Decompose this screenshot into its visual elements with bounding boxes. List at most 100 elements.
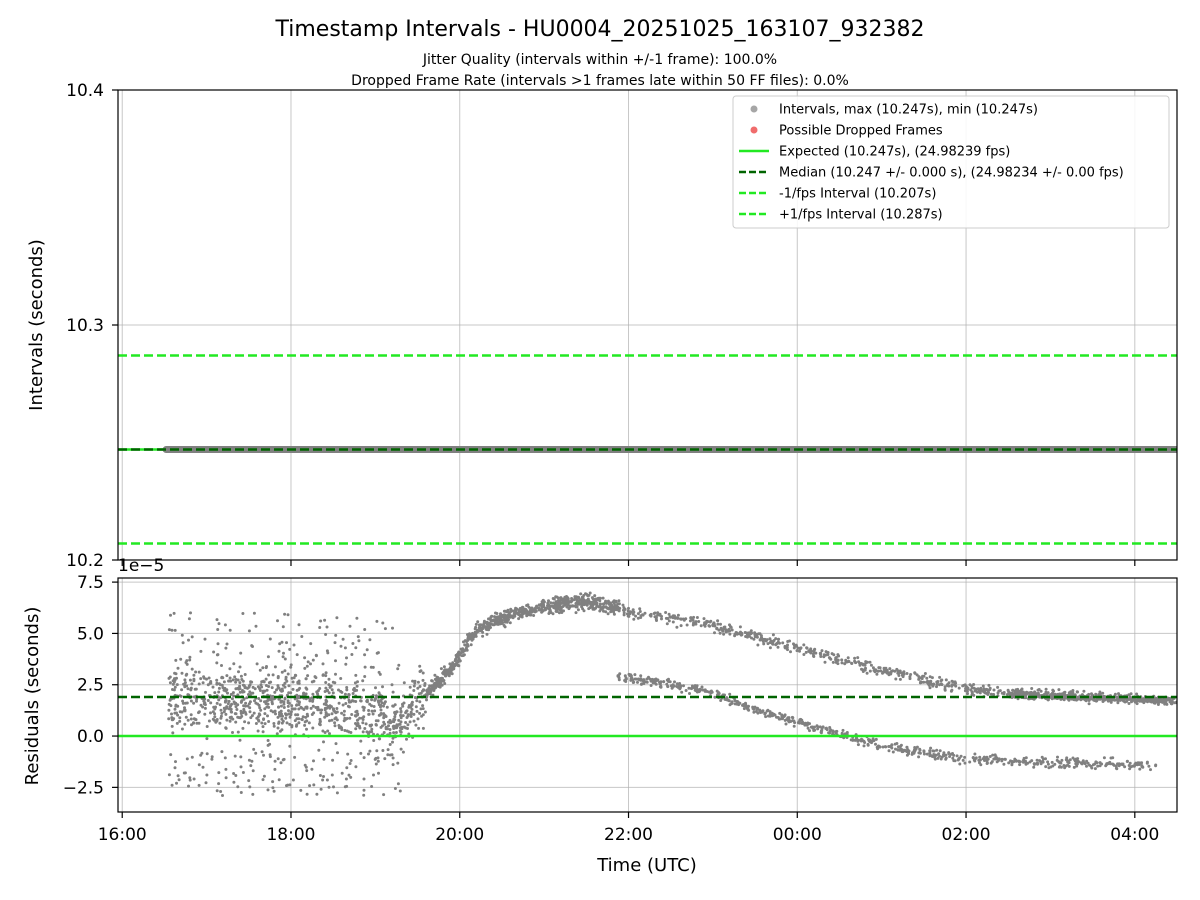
residual-point-3278 [993,757,997,761]
residual-point-1654 [337,701,341,705]
residual-point-2351 [908,677,912,681]
residual-point-1949 [217,622,221,626]
residual-point-2011 [875,672,879,676]
residual-point-3189 [958,762,962,766]
residual-point-1829 [303,763,307,767]
residual-point-2510 [774,643,778,647]
residual-point-3216 [1039,760,1043,764]
residual-point-2397 [798,647,802,651]
residual-point-1752 [224,767,228,771]
residual-point-1842 [359,751,363,755]
residual-point-1921 [205,752,209,756]
residual-point-2682 [961,758,965,762]
residual-point-3182 [1059,761,1063,765]
residual-point-3102 [963,761,967,765]
residual-point-661 [228,707,232,711]
residual-point-3270 [819,730,823,734]
residual-point-337 [330,688,334,692]
residual-point-2541 [709,619,713,623]
residual-point-2337 [853,656,857,660]
residual-point-2425 [727,627,731,631]
residual-point-1431 [580,599,584,603]
residual-point-1040 [263,700,266,704]
residual-point-1820 [330,773,334,777]
residual-point-1552 [254,722,258,725]
residual-point-2456 [809,647,813,651]
residual-point-1810 [288,783,292,787]
residual-point-924 [264,684,268,687]
residual-point-1608 [513,608,517,612]
residual-point-1994 [925,676,929,680]
residual-point-396 [416,717,420,721]
residual-point-542 [391,690,395,694]
residual-point-1723 [277,649,281,653]
residual-point-1405 [323,715,327,719]
residual-point-1505 [379,699,382,703]
residual-point-681 [169,704,173,708]
residual-point-2065 [752,637,756,641]
residual-point-2445 [949,689,953,693]
residual-point-3141 [639,674,643,678]
residual-point-2324 [900,671,904,675]
residual-point-1889 [181,641,185,645]
residual-point-1823 [323,618,327,622]
legend-box [732,95,1170,229]
residual-point-170 [443,682,447,685]
residual-point-1627 [324,686,328,690]
residual-point-1490 [380,724,384,728]
residual-point-1015 [370,709,374,713]
residual-point-1276 [229,692,233,696]
residual-point-2971 [724,698,727,701]
residual-point-148 [382,704,385,708]
residual-point-1200 [176,666,180,670]
residual-point-3199 [1057,760,1061,764]
residual-point-1063 [506,608,510,612]
residual-point-3639 [1150,699,1154,703]
residual-point-1521 [413,681,417,685]
residual-point-909 [248,710,252,714]
residual-point-1308 [592,602,595,606]
residual-point-535 [557,611,561,615]
residual-point-3628 [1117,698,1121,701]
residual-point-1932 [215,618,219,622]
residual-point-3044 [933,753,937,757]
residual-point-2414 [1052,689,1055,693]
residual-point-359 [532,614,536,617]
residual-point-1470 [355,709,359,713]
residual-point-2582 [694,620,698,624]
residual-point-1235 [421,704,425,708]
x-tick-label-3: 22:00 [604,825,653,845]
residual-point-1857 [204,781,208,785]
residual-point-206 [309,706,313,710]
residual-point-2575 [638,610,642,613]
residual-point-2815 [905,745,909,749]
residual-point-850 [362,708,366,712]
residual-point-1846 [190,635,194,639]
residual-point-1947 [216,653,220,657]
residual-point-3151 [1116,762,1119,766]
residual-point-1492 [378,693,382,697]
residual-point-3222 [746,707,750,711]
residual-point-1957 [283,657,287,661]
residual-point-3145 [929,746,933,750]
residual-point-1050 [511,609,515,613]
residual-point-2116 [992,688,996,692]
residual-point-1564 [258,687,262,691]
residual-point-1302 [361,721,365,725]
residual-point-3071 [624,676,628,680]
residual-point-2168 [823,660,827,664]
residual-point-1551 [399,710,403,714]
residual-point-2372 [830,652,834,656]
residual-point-3267 [876,744,880,748]
legend-label-3: Median (10.247 +/- 0.000 s), (24.98234 +… [779,166,1124,181]
residual-point-975 [258,706,262,710]
residual-point-3054 [881,745,885,749]
residual-point-3653 [1102,694,1106,698]
residual-point-1482 [568,604,572,608]
residual-point-3238 [841,728,845,732]
residual-point-3031 [1003,757,1007,761]
residual-point-1152 [551,601,555,605]
residual-point-1120 [211,685,215,689]
residual-point-3643 [1169,702,1173,706]
residual-point-3217 [1063,766,1067,770]
